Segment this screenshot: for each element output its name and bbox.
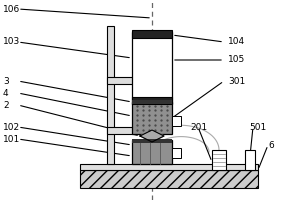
Text: 103: 103	[3, 38, 20, 46]
Text: 106: 106	[3, 4, 20, 14]
Text: 201: 201	[190, 122, 208, 132]
Bar	[132, 32, 172, 104]
Bar	[107, 77, 135, 84]
Bar	[80, 170, 258, 188]
Text: 102: 102	[3, 122, 20, 132]
Bar	[212, 150, 226, 170]
Bar	[132, 139, 172, 143]
Text: 6: 6	[268, 140, 274, 149]
Bar	[132, 140, 172, 164]
Bar	[172, 116, 181, 126]
Text: 4: 4	[3, 88, 9, 98]
Text: 301: 301	[228, 76, 245, 86]
Bar	[107, 127, 135, 134]
Bar	[107, 26, 114, 164]
Polygon shape	[140, 130, 164, 142]
Text: 105: 105	[228, 55, 245, 64]
Bar	[80, 164, 258, 170]
Text: 501: 501	[249, 122, 266, 132]
Text: 101: 101	[3, 134, 20, 144]
Bar	[132, 30, 172, 38]
Bar	[132, 102, 172, 134]
Bar	[172, 148, 181, 158]
Bar	[245, 150, 255, 170]
Text: 104: 104	[228, 38, 245, 46]
Bar	[132, 97, 172, 104]
Text: 2: 2	[3, 100, 9, 110]
Text: 3: 3	[3, 76, 9, 86]
Bar	[132, 100, 172, 104]
